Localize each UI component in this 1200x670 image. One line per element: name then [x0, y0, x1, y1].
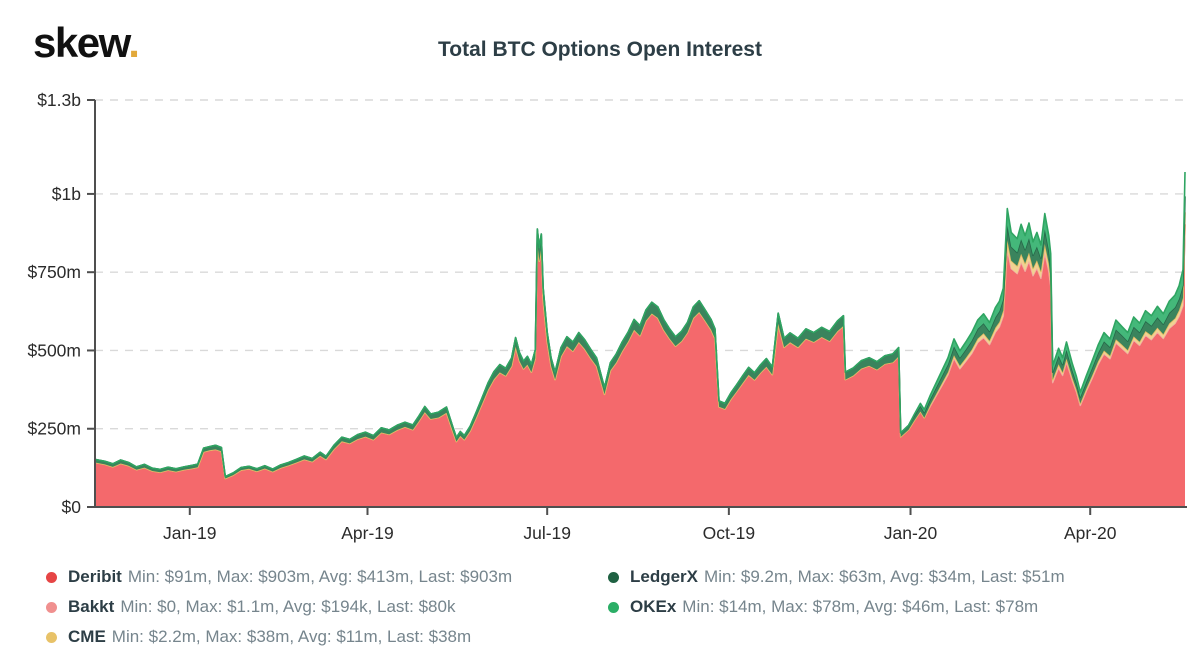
okex-legend-dot-icon — [608, 601, 619, 613]
x-axis-label: Apr-20 — [1064, 523, 1117, 543]
legend-series-name: LedgerX — [630, 567, 699, 586]
legend-series-name: CME — [68, 627, 106, 646]
legend-series-stats: Min: $2.2m, Max: $38m, Avg: $11m, Last: … — [111, 627, 472, 646]
legend-item-bakkt[interactable]: Bakkt Min: $0, Max: $1.1m, Avg: $194k, L… — [46, 592, 512, 622]
deribit-legend-dot-icon — [46, 571, 57, 583]
legend-item-okex[interactable]: OKEx Min: $14m, Max: $78m, Avg: $46m, La… — [608, 592, 1065, 622]
okex-area-outline — [94, 171, 1186, 478]
legend-column-left: Deribit Min: $91m, Max: $903m, Avg: $413… — [46, 562, 512, 652]
cme-legend-dot-icon — [46, 631, 57, 643]
x-axis-label: Jul-19 — [523, 523, 571, 543]
y-axis-label: $0 — [62, 497, 82, 517]
legend-item-deribit[interactable]: Deribit Min: $91m, Max: $903m, Avg: $413… — [46, 562, 512, 592]
y-axis-label: $750m — [27, 262, 81, 282]
skew-logo: skew. — [33, 19, 140, 66]
skew-logo-text: skew — [33, 19, 130, 66]
legend-series-stats: Min: $9.2m, Max: $63m, Avg: $34m, Last: … — [704, 567, 1065, 586]
legend-series-name: OKEx — [630, 597, 677, 616]
x-axis-label: Oct-19 — [703, 523, 756, 543]
chart-canvas[interactable]: $0 $250m $500m $750m $1b $1.3b Jan-19 Apr-19 Jul… — [0, 0, 1200, 556]
legend-series-stats: Min: $14m, Max: $78m, Avg: $46m, Last: $… — [682, 597, 1039, 616]
x-axis-label: Jan-20 — [884, 523, 938, 543]
legend-column-right: LedgerX Min: $9.2m, Max: $63m, Avg: $34m… — [608, 562, 1065, 622]
legend-item-ledgerx[interactable]: LedgerX Min: $9.2m, Max: $63m, Avg: $34m… — [608, 562, 1065, 592]
x-axis-label: Jan-19 — [163, 523, 217, 543]
ledgerx-legend-dot-icon — [608, 571, 619, 583]
y-axis-label: $1b — [52, 184, 81, 204]
legend-series-name: Deribit — [68, 567, 122, 586]
legend-series-stats: Min: $91m, Max: $903m, Avg: $413m, Last:… — [127, 567, 513, 586]
legend-item-cme[interactable]: CME Min: $2.2m, Max: $38m, Avg: $11m, La… — [46, 622, 512, 652]
legend-series-name: Bakkt — [68, 597, 115, 616]
legend-series-stats: Min: $0, Max: $1.1m, Avg: $194k, Last: $… — [120, 597, 456, 616]
chart-title: Total BTC Options Open Interest — [438, 38, 762, 61]
y-axis-label: $500m — [27, 340, 81, 360]
y-axis-label: $250m — [27, 419, 81, 439]
y-axis-label: $1.3b — [37, 90, 81, 110]
deribit-area — [95, 224, 1185, 508]
skew-logo-dot: . — [128, 19, 140, 66]
x-axis-label: Apr-19 — [341, 523, 394, 543]
bakkt-legend-dot-icon — [46, 601, 57, 613]
ledgerx-area — [95, 196, 1185, 479]
